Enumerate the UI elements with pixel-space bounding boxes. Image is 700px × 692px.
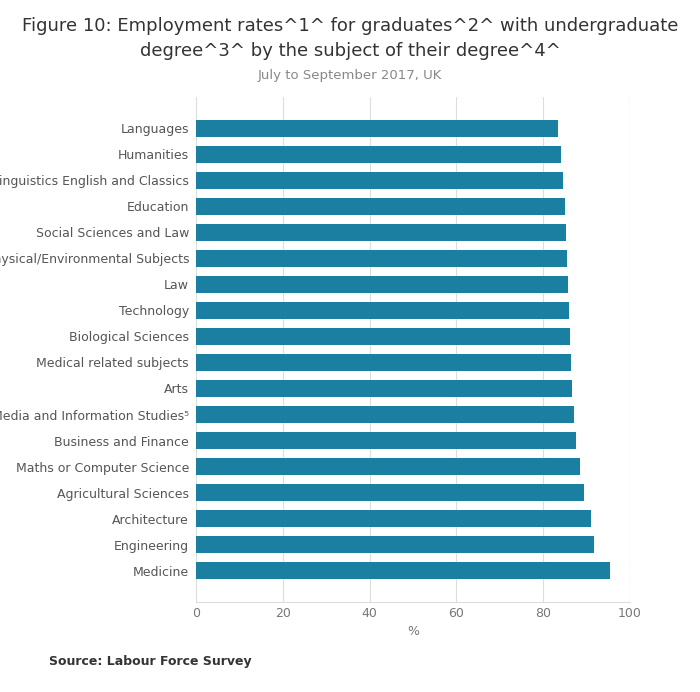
Bar [196,354,571,371]
Bar [196,458,580,475]
X-axis label: %: % [407,626,419,639]
Text: Source: Labour Force Survey: Source: Labour Force Survey [49,655,251,668]
Bar [196,562,610,579]
Bar [196,250,567,267]
Bar [196,146,561,163]
Bar [196,276,568,293]
Bar [196,510,591,527]
Bar [196,328,570,345]
Bar [196,302,569,319]
Text: Figure 10: Employment rates^1^ for graduates^2^ with undergraduate: Figure 10: Employment rates^1^ for gradu… [22,17,678,35]
Text: degree^3^ by the subject of their degree^4^: degree^3^ by the subject of their degree… [139,42,561,60]
Bar [196,120,559,137]
Bar [196,172,563,189]
Bar [196,536,594,553]
Bar [196,406,573,423]
Bar [196,484,584,501]
Bar [196,380,572,397]
Text: July to September 2017, UK: July to September 2017, UK [258,69,442,82]
Bar [196,198,565,215]
Bar [196,432,575,449]
Bar [196,224,566,241]
